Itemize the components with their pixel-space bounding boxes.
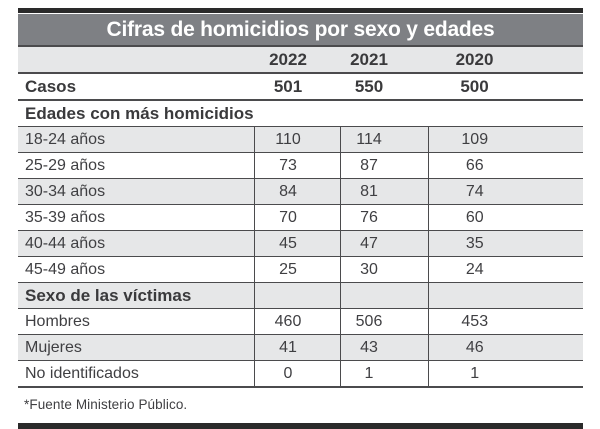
row-label: No identificados: [18, 360, 254, 388]
row-label: 25-29 años: [18, 152, 254, 179]
row-label: 18-24 años: [18, 126, 254, 153]
cell-value: 506: [339, 308, 428, 335]
table-row: 18-24 años 110 114 109: [18, 126, 583, 153]
cell-value: 0: [253, 360, 340, 388]
empty-cell: [253, 282, 340, 309]
homicides-table-body: 2022 2021 2020 Casos 501 550 500 Edades con más…: [18, 47, 583, 388]
row-label: 35-39 años: [18, 204, 254, 231]
cell-value: 1: [339, 360, 428, 388]
table-row: 25-29 años 73 87 66: [18, 152, 583, 179]
table-row: Hombres 460 506 453: [18, 308, 583, 335]
year-column-header: 2021: [340, 47, 428, 74]
cell-value: 35: [427, 230, 583, 257]
row-label: 30-34 años: [18, 178, 254, 205]
table-row: Mujeres 41 43 46: [18, 334, 583, 361]
homicides-table: 2022 2021 2020 Casos 501 550 500 Edades con más…: [18, 47, 583, 388]
bottom-rule: [18, 423, 583, 429]
corner-cell: [18, 47, 254, 74]
cell-value: 24: [427, 256, 583, 283]
cell-value: 87: [339, 152, 428, 179]
cell-value: 1: [427, 360, 583, 388]
cell-value: 501: [254, 73, 340, 101]
table-row: 35-39 años 70 76 60: [18, 204, 583, 231]
cell-value: 30: [339, 256, 428, 283]
table-row: 30-34 años 84 81 74: [18, 178, 583, 205]
top-rule: [18, 8, 583, 13]
cell-value: 74: [427, 178, 583, 205]
row-label: Casos: [18, 73, 254, 101]
table-row: 40-44 años 45 47 35: [18, 230, 583, 257]
homicide-figures-graphic: Cifras de homicidios por sexo y edades 2…: [18, 8, 583, 429]
cell-value: 66: [427, 152, 583, 179]
cell-value: 47: [339, 230, 428, 257]
source-note: *Fuente Ministerio Público.: [24, 397, 188, 412]
table-title-text: Cifras de homicidios por sexo y edades: [106, 18, 495, 41]
cell-value: 109: [427, 126, 583, 153]
cell-value: 76: [339, 204, 428, 231]
cell-value: 25: [253, 256, 340, 283]
row-label: Hombres: [18, 308, 254, 335]
section-header-row: Sexo de las víctimas: [18, 282, 583, 309]
section-header-row: Edades con más homicidios: [18, 100, 583, 127]
years-header-row: 2022 2021 2020: [18, 47, 583, 74]
cell-value: 110: [253, 126, 340, 153]
cell-value: 73: [253, 152, 340, 179]
cell-value: 453: [427, 308, 583, 335]
year-column-header: 2022: [254, 47, 340, 74]
row-label: 40-44 años: [18, 230, 254, 257]
table-title: Cifras de homicidios por sexo y edades: [18, 14, 583, 47]
cell-value: 84: [253, 178, 340, 205]
cell-value: 45: [253, 230, 340, 257]
cell-value: 43: [339, 334, 428, 361]
cell-value: 500: [428, 73, 583, 101]
section-header: Sexo de las víctimas: [18, 282, 254, 309]
cell-value: 81: [339, 178, 428, 205]
row-label: Mujeres: [18, 334, 254, 361]
row-label: 45-49 años: [18, 256, 254, 283]
cell-value: 46: [427, 334, 583, 361]
section-header: Edades con más homicidios: [18, 100, 583, 127]
totals-row: Casos 501 550 500: [18, 73, 583, 101]
cell-value: 460: [253, 308, 340, 335]
table-row: No identificados 0 1 1: [18, 360, 583, 388]
cell-value: 70: [253, 204, 340, 231]
cell-value: 550: [340, 73, 428, 101]
cell-value: 41: [253, 334, 340, 361]
empty-cell: [339, 282, 428, 309]
year-column-header: 2020: [428, 47, 583, 74]
cell-value: 60: [427, 204, 583, 231]
cell-value: 114: [339, 126, 428, 153]
empty-cell: [427, 282, 583, 309]
table-row: 45-49 años 25 30 24: [18, 256, 583, 283]
